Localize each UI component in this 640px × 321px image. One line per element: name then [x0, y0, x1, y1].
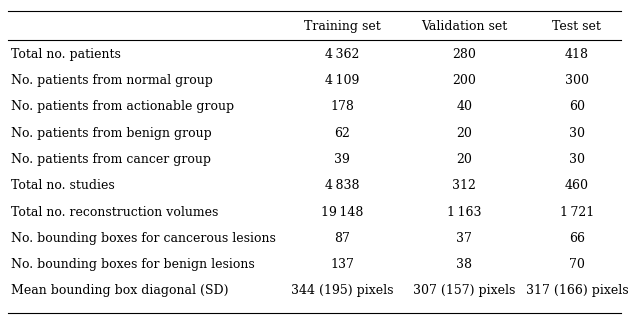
Text: 280: 280: [452, 48, 476, 61]
Text: 300: 300: [565, 74, 589, 87]
Text: No. patients from actionable group: No. patients from actionable group: [11, 100, 234, 113]
Text: 200: 200: [452, 74, 476, 87]
Text: 37: 37: [456, 232, 472, 245]
Text: 38: 38: [456, 258, 472, 271]
Text: 307 (157) pixels: 307 (157) pixels: [413, 284, 515, 297]
Text: 30: 30: [569, 153, 585, 166]
Text: 20: 20: [456, 127, 472, 140]
Text: No. bounding boxes for benign lesions: No. bounding boxes for benign lesions: [11, 258, 255, 271]
Text: 4 362: 4 362: [325, 48, 360, 61]
Text: Test set: Test set: [552, 20, 602, 33]
Text: Total no. patients: Total no. patients: [11, 48, 121, 61]
Text: Total no. studies: Total no. studies: [11, 179, 115, 192]
Text: Mean bounding box diagonal (SD): Mean bounding box diagonal (SD): [11, 284, 228, 297]
Text: 1 721: 1 721: [560, 205, 594, 219]
Text: 20: 20: [456, 153, 472, 166]
Text: 312: 312: [452, 179, 476, 192]
Text: 317 (166) pixels: 317 (166) pixels: [525, 284, 628, 297]
Text: 1 163: 1 163: [447, 205, 481, 219]
Text: 40: 40: [456, 100, 472, 113]
Text: No. bounding boxes for cancerous lesions: No. bounding boxes for cancerous lesions: [11, 232, 276, 245]
Text: 30: 30: [569, 127, 585, 140]
Text: 178: 178: [330, 100, 355, 113]
Text: 39: 39: [334, 153, 350, 166]
Text: 62: 62: [334, 127, 350, 140]
Text: 66: 66: [569, 232, 585, 245]
Text: 418: 418: [565, 48, 589, 61]
Text: 87: 87: [334, 232, 350, 245]
Text: No. patients from cancer group: No. patients from cancer group: [11, 153, 211, 166]
Text: No. patients from benign group: No. patients from benign group: [11, 127, 212, 140]
Text: 70: 70: [569, 258, 585, 271]
Text: Total no. reconstruction volumes: Total no. reconstruction volumes: [11, 205, 218, 219]
Text: 344 (195) pixels: 344 (195) pixels: [291, 284, 394, 297]
Text: 460: 460: [565, 179, 589, 192]
Text: No. patients from normal group: No. patients from normal group: [11, 74, 212, 87]
Text: Validation set: Validation set: [421, 20, 508, 33]
Text: 4 838: 4 838: [325, 179, 360, 192]
Text: 137: 137: [330, 258, 355, 271]
Text: 19 148: 19 148: [321, 205, 364, 219]
Text: 4 109: 4 109: [325, 74, 360, 87]
Text: Training set: Training set: [304, 20, 381, 33]
Text: 60: 60: [569, 100, 585, 113]
